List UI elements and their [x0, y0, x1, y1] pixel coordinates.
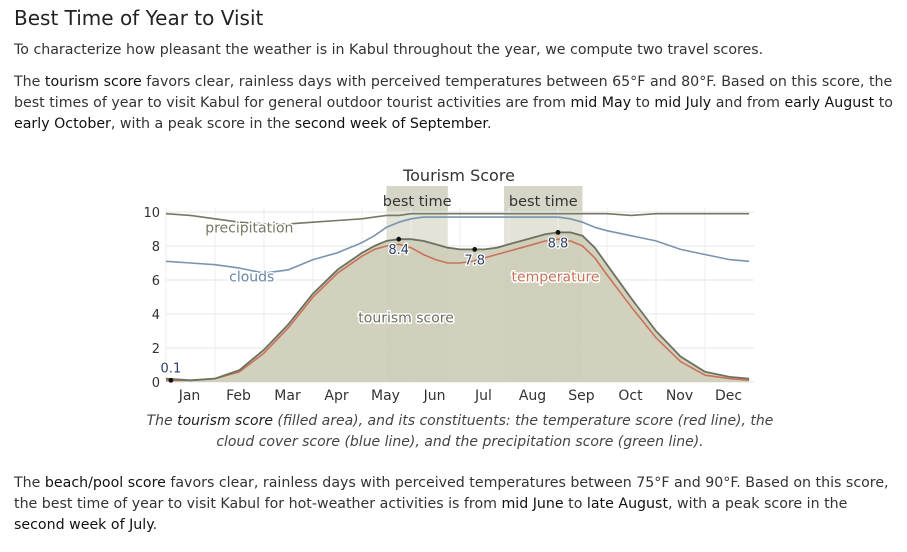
temperature-line	[166, 238, 750, 382]
y-tick-label: 10	[143, 206, 160, 221]
annotation-label: 8.8	[548, 236, 569, 251]
y-tick-label: 6	[152, 274, 160, 289]
y-axis-labels: 0 2 4 6 8 10	[143, 206, 160, 391]
chart-caption: The tourism score (filled area), and its…	[146, 413, 774, 450]
series-label-halo: tourism score	[358, 311, 454, 327]
chart-lines	[165, 212, 750, 382]
annotation-halo: 0.1	[161, 361, 182, 376]
x-tick-label: Aug	[519, 388, 546, 404]
intro-paragraph: To characterize how pleasant the weather…	[14, 42, 764, 58]
y-tick-label: 4	[152, 308, 160, 323]
best-time-label: best time	[509, 194, 578, 210]
best-time-band-header	[504, 186, 583, 212]
series-label: tourism score	[358, 311, 454, 327]
clouds-line	[165, 216, 750, 274]
annotation-label: 8.4	[388, 243, 409, 258]
x-tick-label: Mar	[274, 388, 301, 404]
annotation-halo: 8.4	[388, 243, 409, 258]
annotation-label: 0.1	[161, 361, 182, 376]
x-tick-label: Feb	[226, 388, 251, 404]
annotation-dot	[396, 236, 402, 242]
annotation-halo: 7.8	[464, 253, 485, 268]
x-axis-labels: Jan Feb Mar Apr May Jun Jul Aug Sep Oct Nov Dec	[178, 388, 742, 404]
y-tick-label: 8	[152, 240, 160, 255]
x-tick-label: Jan	[178, 388, 201, 404]
x-tick-label: Jun	[423, 388, 446, 404]
precipitation-line	[165, 212, 750, 225]
x-tick-label: Dec	[715, 388, 742, 404]
section-heading: Best Time of Year to Visit	[14, 6, 264, 30]
series-label: precipitation	[205, 220, 293, 236]
chart-title: Tourism Score	[402, 166, 515, 185]
x-tick-label: Apr	[324, 388, 348, 404]
y-tick-label: 0	[152, 376, 160, 391]
annotation-dot	[555, 230, 561, 235]
tourism-paragraph: The tourism score favors clear, rainless…	[14, 74, 893, 132]
beach-paragraph: The beach/pool score favors clear, rainl…	[14, 475, 889, 533]
beach-score-term: beach/pool score	[44, 475, 166, 491]
tourism-score-line	[165, 231, 750, 382]
series-label-halo: temperature	[512, 270, 600, 286]
series-label-halo: clouds	[229, 270, 274, 286]
annotation-dot	[168, 377, 174, 383]
x-tick-label: Nov	[666, 388, 693, 404]
series-label: temperature	[512, 270, 600, 286]
x-tick-label: May	[371, 388, 400, 404]
x-tick-label: Jul	[474, 388, 492, 404]
best-time-label: best time	[383, 194, 452, 210]
series-label: clouds	[229, 270, 274, 286]
tourism-score-chart: Tourism Score best time best time 0 2 4 6 8 10…	[143, 166, 754, 404]
y-tick-label: 2	[152, 342, 160, 357]
chart-annotations: 0.10.18.48.47.87.88.88.8	[159, 230, 570, 383]
annotation-halo: 8.8	[548, 236, 569, 251]
annotation-label: 7.8	[464, 253, 485, 268]
annotation-dot	[472, 247, 478, 252]
x-tick-label: Sep	[568, 388, 595, 404]
tourism-score-term: tourism score	[44, 74, 142, 90]
best-time-band-header	[386, 186, 448, 212]
x-tick-label: Oct	[618, 388, 643, 404]
series-label-halo: precipitation	[205, 220, 293, 236]
